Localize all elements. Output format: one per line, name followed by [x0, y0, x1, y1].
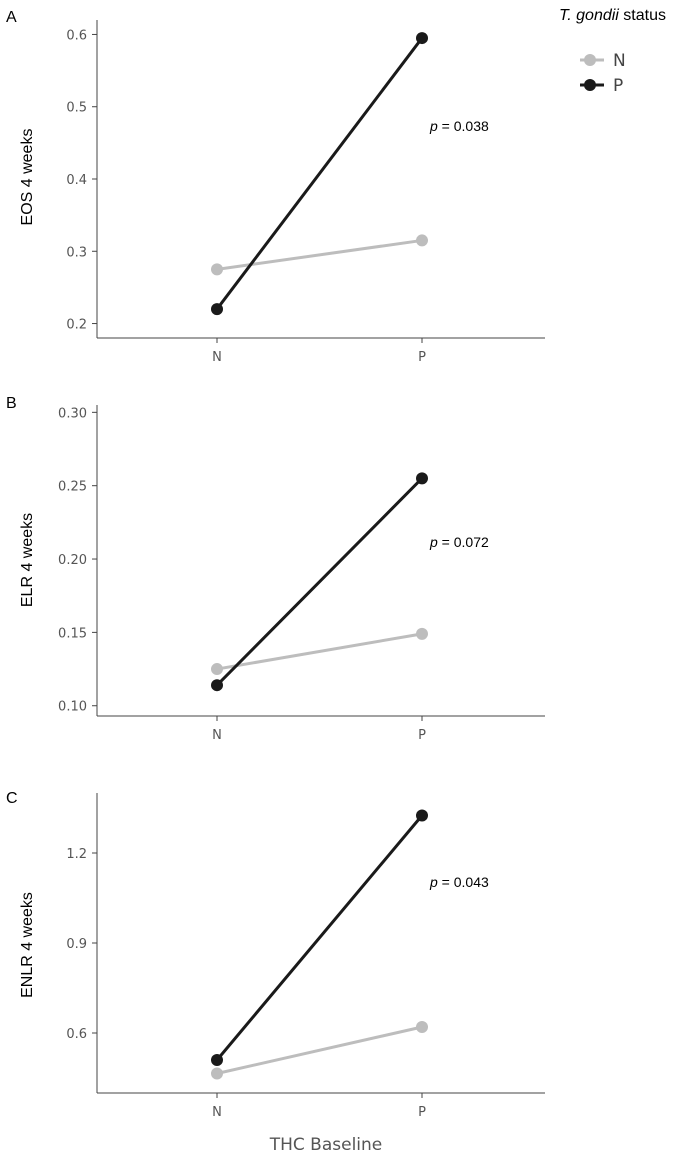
point-p-p	[416, 809, 428, 822]
point-p-n	[211, 679, 223, 692]
y-tick-label: 0.2	[66, 318, 87, 333]
point-n-p	[416, 234, 428, 247]
x-axis-title: THC Baseline	[269, 1135, 383, 1155]
x-tick-label: P	[418, 1105, 426, 1120]
legend-marker-p	[584, 79, 596, 91]
point-p-n	[211, 1054, 223, 1066]
series-line-n	[216, 238, 423, 271]
p-value-annotation: p = 0.043	[429, 874, 489, 890]
series-line-p	[215, 37, 424, 310]
panel-letter-a: A	[6, 9, 17, 26]
y-tick-label: 0.30	[58, 406, 87, 421]
series-line-n	[216, 1025, 423, 1075]
y-tick-label: 0.25	[58, 480, 87, 495]
y-axis-label: ELR 4 weeks	[19, 513, 36, 607]
panel-b: B 0.10 0.15 0.20 0.25 0.30 N P ELR 4 weeks p = 0.…	[6, 395, 545, 743]
y-tick-label: 0.20	[58, 553, 87, 568]
y-axis-label: ENLR 4 weeks	[19, 892, 36, 998]
panel-c: C 0.6 0.9 1.2 N P ENLR 4 weeks p = 0.043	[6, 790, 545, 1120]
y-tick-label: 0.4	[66, 173, 87, 188]
x-tick-label: N	[212, 728, 222, 743]
legend-label-p: P	[613, 76, 623, 96]
y-tick-label: 0.6	[66, 28, 87, 43]
point-n-p	[416, 627, 428, 640]
x-tick-label: N	[212, 350, 222, 365]
series-line-n	[216, 632, 423, 671]
legend-label-n: N	[613, 51, 626, 71]
series-line-p	[215, 814, 424, 1061]
y-axis-label: EOS 4 weeks	[19, 129, 36, 226]
y-tick-label: 0.10	[58, 700, 87, 715]
legend-title-rest: status	[619, 7, 666, 24]
x-tick-label: N	[212, 1105, 222, 1120]
point-n-n	[211, 1067, 223, 1080]
y-tick-label: 0.9	[66, 937, 87, 952]
point-n-p	[416, 1021, 428, 1033]
point-n-n	[211, 663, 223, 676]
panel-letter-b: B	[6, 395, 17, 412]
legend: T. gondii status N P	[559, 7, 666, 96]
p-value-annotation: p = 0.038	[429, 118, 489, 134]
legend-marker-n	[584, 54, 596, 66]
y-tick-label: 0.5	[66, 101, 87, 116]
point-p-p	[416, 32, 428, 45]
y-tick-label: 0.6	[66, 1027, 87, 1042]
y-tick-label: 0.3	[66, 245, 87, 260]
x-tick-label: P	[418, 350, 426, 365]
y-tick-label: 1.2	[66, 847, 87, 862]
point-p-p	[416, 472, 428, 485]
point-n-n	[211, 263, 223, 276]
legend-title: T. gondii status	[559, 7, 666, 24]
y-tick-label: 0.15	[58, 626, 87, 641]
legend-title-italic: T. gondii	[559, 7, 619, 24]
p-value-annotation: p = 0.072	[429, 534, 489, 550]
series-line-p	[215, 477, 424, 687]
x-tick-label: P	[418, 728, 426, 743]
panel-a: A 0.2 0.3 0.4 0.5 0.6 N P EOS 4 weeks p = 0.038	[6, 9, 545, 365]
panel-letter-c: C	[6, 790, 18, 807]
point-p-n	[211, 303, 223, 316]
